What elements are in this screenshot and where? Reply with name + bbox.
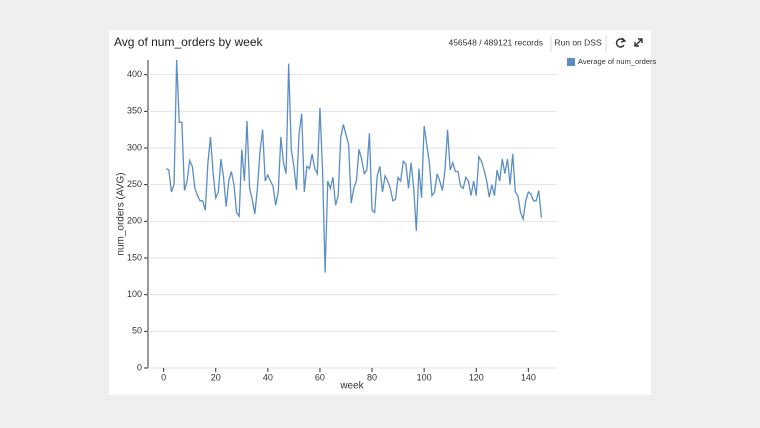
- data-line: [165, 59, 543, 273]
- legend-swatch: [567, 58, 575, 66]
- y-axis-label: num_orders (AVG): [116, 172, 127, 255]
- x-tick-label: 120: [469, 372, 484, 382]
- x-tick-label: 60: [315, 372, 325, 382]
- y-tick-label: 200: [127, 216, 142, 226]
- legend-label: Average of num_orders: [578, 57, 656, 66]
- chart-card: [109, 30, 651, 395]
- y-tick-label: 300: [127, 142, 142, 152]
- chart-title: Avg of num_orders by week: [114, 35, 264, 49]
- y-tick-label: 350: [127, 106, 142, 116]
- x-tick-label: 0: [161, 372, 166, 382]
- records-count: 456548 / 489121 records: [448, 37, 543, 47]
- x-tick-label: 100: [417, 372, 432, 382]
- x-tick-label: 20: [211, 372, 221, 382]
- x-tick-label: 40: [263, 372, 273, 382]
- y-tick-label: 400: [127, 69, 142, 79]
- refresh-icon[interactable]: [615, 37, 627, 48]
- y-tick-label: 0: [137, 362, 142, 372]
- run-button[interactable]: Run on DSS: [554, 37, 602, 47]
- x-tick-label: 80: [367, 372, 377, 382]
- y-tick-label: 250: [127, 179, 142, 189]
- expand-icon[interactable]: [634, 38, 643, 47]
- x-axis-label: week: [339, 381, 364, 392]
- y-tick-label: 50: [132, 326, 142, 336]
- y-tick-label: 150: [127, 252, 142, 262]
- x-tick-label: 140: [521, 372, 536, 382]
- y-tick-label: 100: [127, 289, 142, 299]
